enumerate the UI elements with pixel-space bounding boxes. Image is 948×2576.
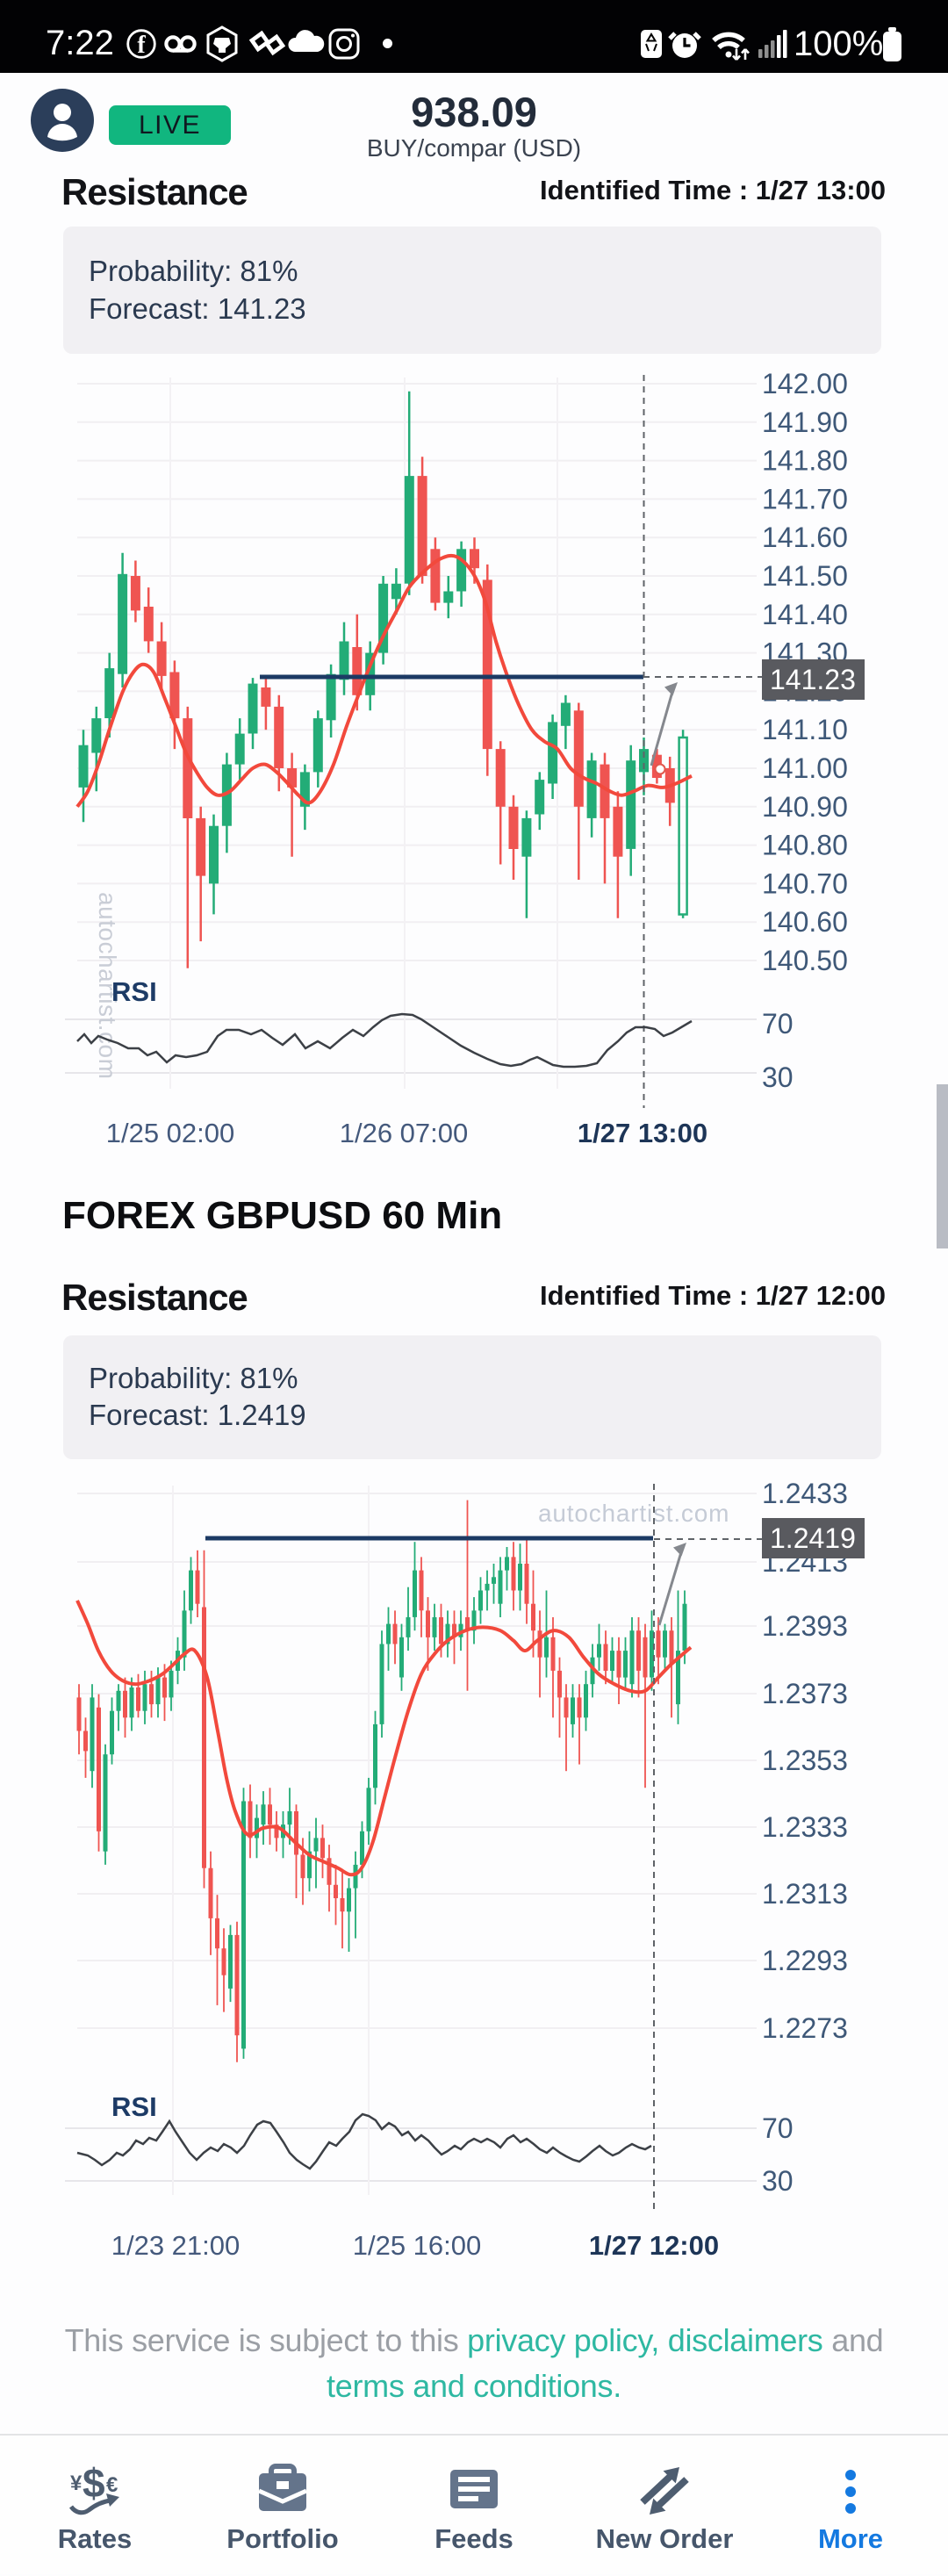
svg-text:autochartist.com: autochartist.com — [94, 892, 121, 1079]
svg-text:141.70: 141.70 — [762, 483, 848, 514]
svg-text:1.2293: 1.2293 — [762, 1945, 848, 1976]
svg-text:140.70: 140.70 — [762, 867, 848, 899]
svg-text:100%: 100% — [794, 25, 883, 63]
svg-text:141.23: 141.23 — [770, 664, 856, 695]
svg-text:1/23 21:00: 1/23 21:00 — [111, 2230, 241, 2261]
svg-text:140.50: 140.50 — [762, 945, 848, 976]
svg-text:30: 30 — [762, 2165, 794, 2197]
svg-text:1.2373: 1.2373 — [762, 1678, 848, 1709]
svg-text:141.90: 141.90 — [762, 407, 848, 438]
svg-text:1/26 07:00: 1/26 07:00 — [340, 1118, 469, 1148]
svg-text:1.2393: 1.2393 — [762, 1610, 848, 1642]
svg-text:autochartist.com: autochartist.com — [538, 1500, 729, 1527]
svg-text:1.2433: 1.2433 — [762, 1478, 848, 1509]
svg-text:1.2313: 1.2313 — [762, 1878, 848, 1910]
svg-text:RSI: RSI — [111, 976, 157, 1007]
svg-text:$: $ — [83, 2464, 105, 2506]
svg-text:€: € — [106, 2473, 118, 2497]
svg-text:70: 70 — [762, 1008, 794, 1040]
svg-text:1/27 12:00: 1/27 12:00 — [589, 2230, 719, 2261]
svg-text:1/25 02:00: 1/25 02:00 — [106, 1118, 235, 1148]
svg-text:141.50: 141.50 — [762, 560, 848, 592]
svg-text:141.10: 141.10 — [762, 714, 848, 745]
svg-text:¥: ¥ — [70, 2472, 83, 2495]
svg-text:70: 70 — [762, 2112, 794, 2144]
svg-text:140.90: 140.90 — [762, 791, 848, 823]
svg-text:1.2273: 1.2273 — [762, 2012, 848, 2044]
svg-text:141.00: 141.00 — [762, 752, 848, 784]
svg-text:140.60: 140.60 — [762, 906, 848, 938]
svg-text:142.00: 142.00 — [762, 368, 848, 399]
svg-text:140.80: 140.80 — [762, 830, 848, 861]
svg-text:141.40: 141.40 — [762, 599, 848, 630]
svg-text:1.2353: 1.2353 — [762, 1745, 848, 1776]
svg-text:30: 30 — [762, 1061, 794, 1093]
svg-text:1.2419: 1.2419 — [770, 1522, 856, 1554]
svg-text:RSI: RSI — [111, 2091, 157, 2122]
svg-text:f: f — [137, 32, 146, 59]
svg-text:1/27 13:00: 1/27 13:00 — [578, 1118, 707, 1148]
svg-text:141.80: 141.80 — [762, 445, 848, 477]
svg-text:141.60: 141.60 — [762, 522, 848, 553]
svg-text:1/25 16:00: 1/25 16:00 — [353, 2230, 482, 2261]
svg-text:1.2333: 1.2333 — [762, 1811, 848, 1843]
